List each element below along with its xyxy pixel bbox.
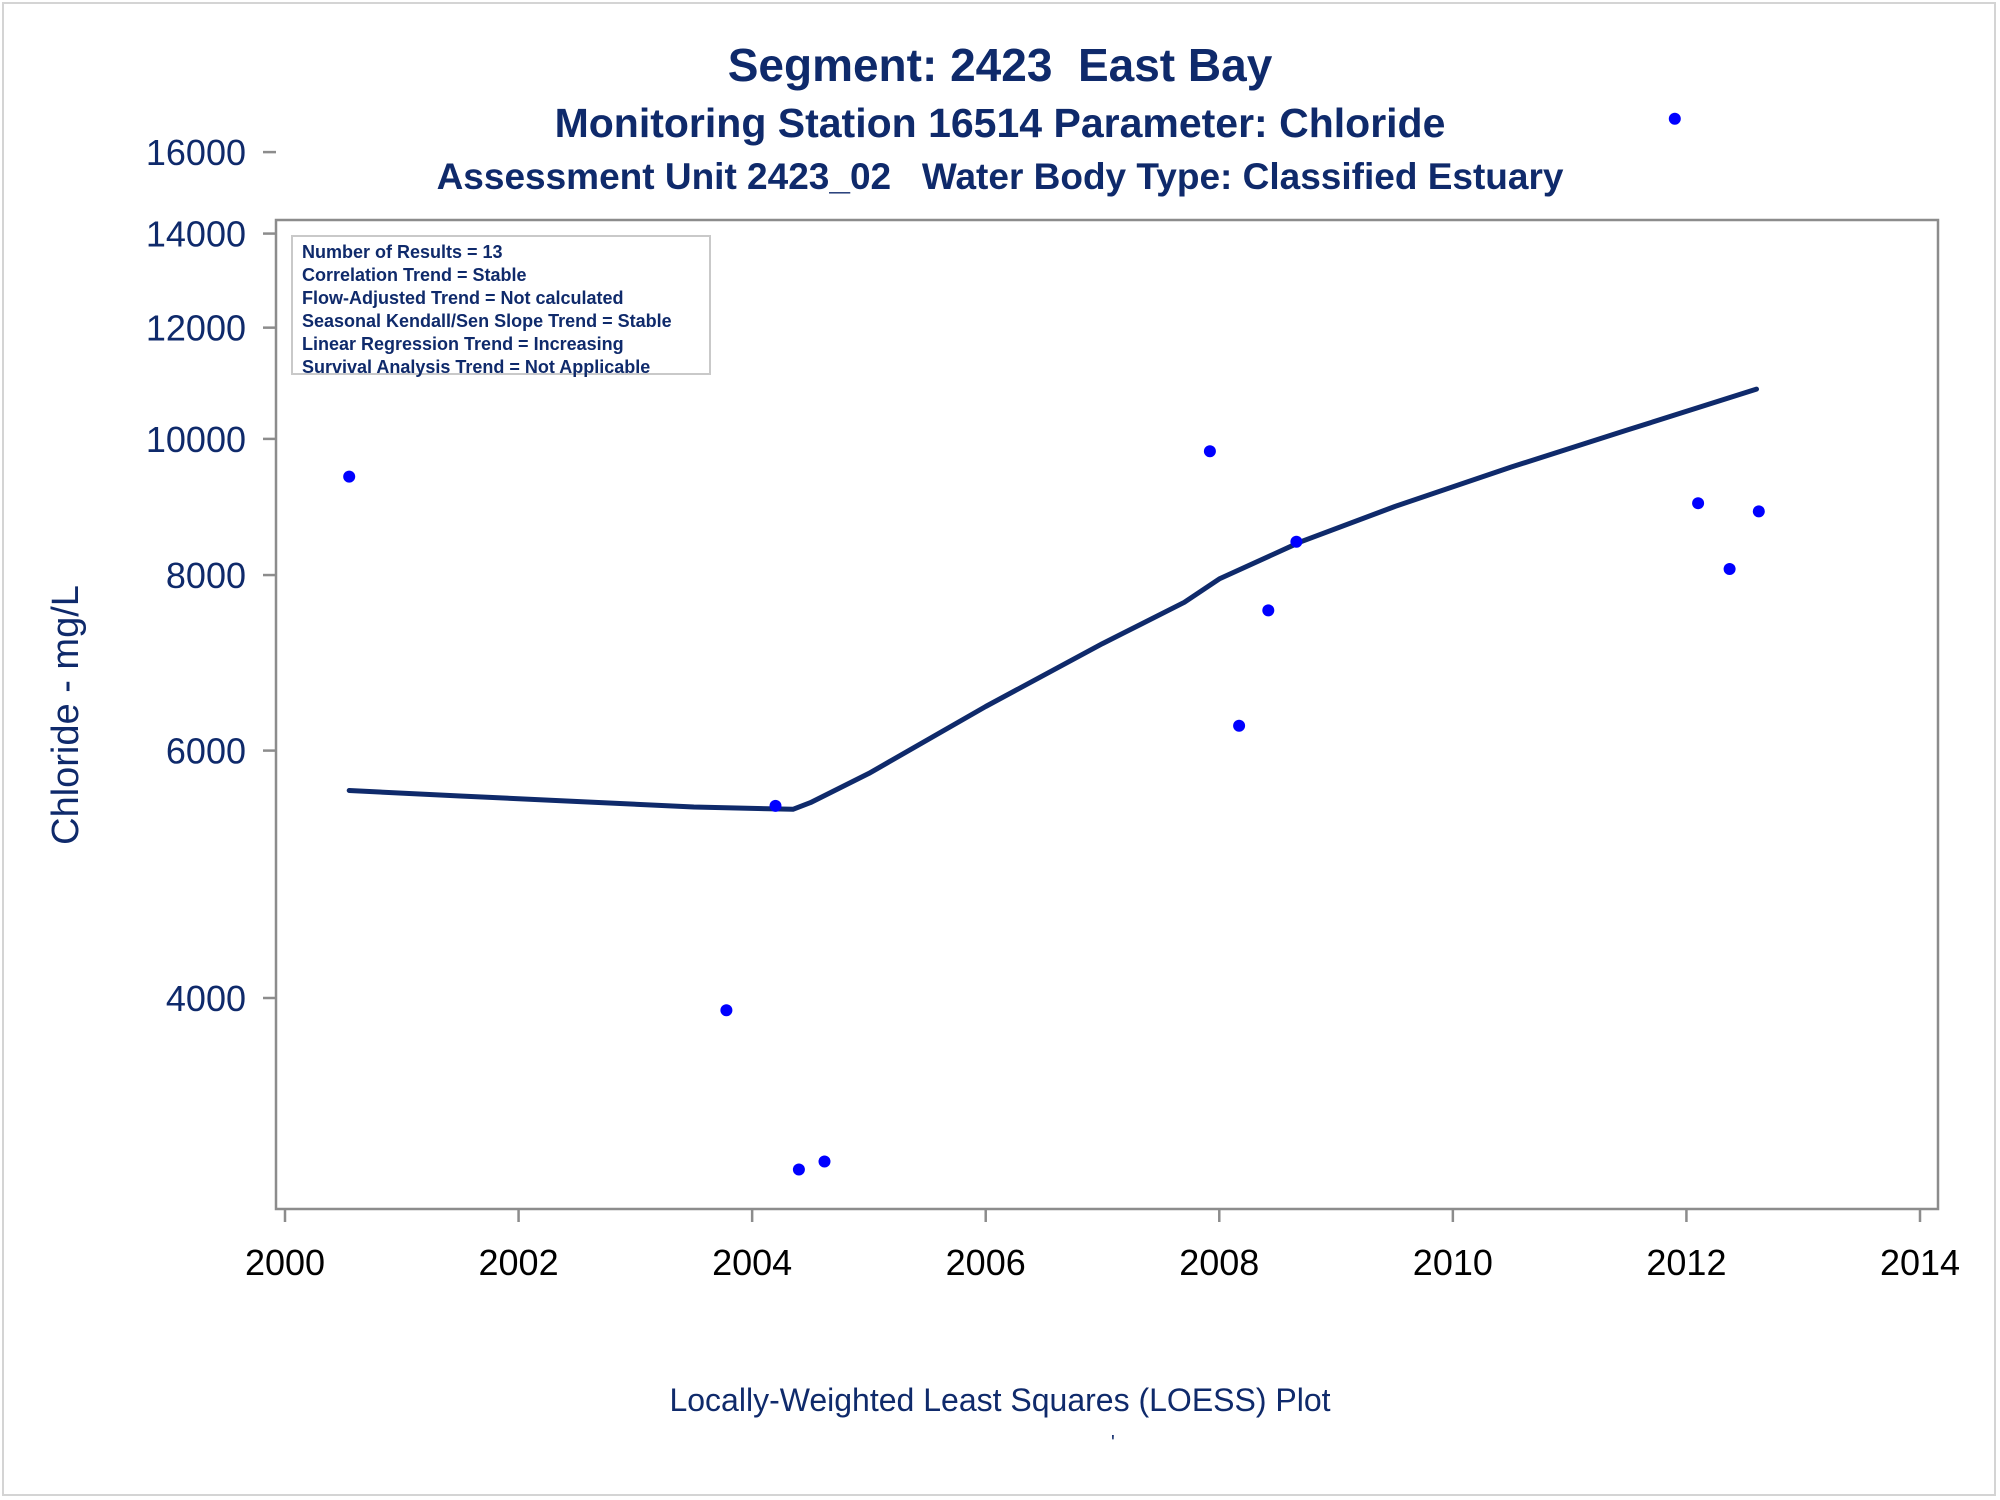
x-tick-label: 2006: [946, 1242, 1026, 1283]
y-tick-label: 16000: [146, 132, 246, 173]
chart-title: Segment: 2423 East Bay: [727, 39, 1273, 91]
trend-summary-box: Number of Results = 13 Correlation Trend…: [291, 235, 711, 377]
y-tick-label: 10000: [146, 419, 246, 460]
x-tick-label: 2010: [1413, 1242, 1493, 1283]
chart-subtitle-assessment: Assessment Unit 2423_02 Water Body Type:…: [436, 156, 1564, 197]
data-point: [1233, 719, 1246, 732]
data-point: [792, 1163, 805, 1176]
data-point: [769, 799, 782, 812]
data-point: [1262, 604, 1275, 617]
trend-line-results: Number of Results = 13: [302, 242, 503, 262]
trend-line-correlation: Correlation Trend = Stable: [302, 265, 527, 285]
plot-area-border: [274, 218, 1940, 1211]
y-tick-label: 12000: [146, 308, 246, 349]
loess-line: [346, 386, 1759, 812]
x-tick-label: 2012: [1646, 1242, 1726, 1283]
footer-mark: ': [1111, 1432, 1115, 1454]
trend-line-linear-regression: Linear Regression Trend = Increasing: [302, 334, 624, 354]
y-axis-label: Chloride - mg/L: [45, 585, 87, 845]
data-point: [720, 1004, 733, 1017]
x-axis: 2000 2002 2004 2006 2008 2010 2012 2014: [245, 1209, 1960, 1283]
y-tick-label: 6000: [166, 731, 246, 772]
data-points-group: [343, 112, 1765, 1176]
x-tick-label: 2000: [245, 1242, 325, 1283]
data-point: [1723, 563, 1736, 575]
x-tick-label: 2002: [479, 1242, 559, 1283]
y-tick-label: 4000: [166, 978, 246, 1019]
y-tick-label: 8000: [166, 555, 246, 596]
loess-curve-group: [346, 386, 1759, 812]
data-point: [1203, 445, 1216, 458]
trend-line-flow-adjusted: Flow-Adjusted Trend = Not calculated: [302, 288, 624, 308]
data-point: [1692, 497, 1705, 510]
chart-subtitle-station: Monitoring Station 16514 Parameter: Chlo…: [554, 100, 1446, 146]
y-tick-label: 14000: [146, 214, 246, 255]
data-point: [1290, 535, 1303, 548]
x-tick-label: 2004: [712, 1242, 792, 1283]
trend-line-survival: Survival Analysis Trend = Not Applicable: [302, 357, 651, 377]
data-point: [1668, 112, 1681, 125]
data-point: [1752, 505, 1765, 518]
plot-caption: Locally-Weighted Least Squares (LOESS) P…: [669, 1382, 1331, 1418]
x-tick-label: 2014: [1880, 1242, 1960, 1283]
data-point: [343, 470, 356, 483]
trend-line-seasonal-kendall: Seasonal Kendall/Sen Slope Trend = Stabl…: [302, 311, 672, 331]
y-axis: 4000 6000 8000 10000 12000 14000 16000: [146, 132, 276, 1019]
x-tick-label: 2008: [1179, 1242, 1259, 1283]
data-point: [818, 1155, 831, 1168]
